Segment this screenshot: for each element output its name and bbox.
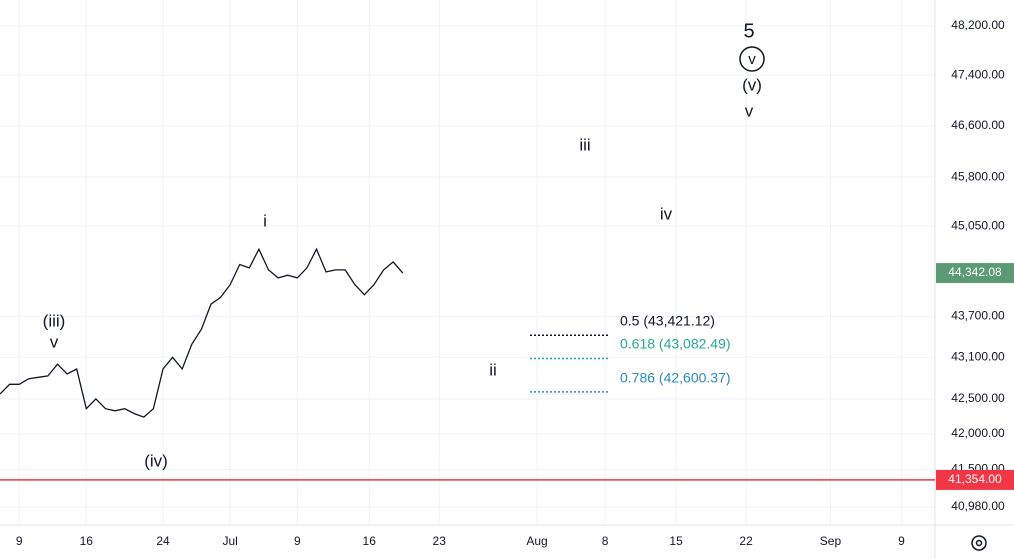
wave-label: (iv) bbox=[144, 451, 168, 470]
fib-label: 0.5 (43,421.12) bbox=[620, 313, 715, 329]
x-tick-label: Aug bbox=[526, 534, 547, 548]
x-tick-label: 9 bbox=[294, 534, 301, 548]
x-tick-label: Sep bbox=[820, 534, 842, 548]
grid bbox=[0, 0, 935, 525]
x-tick-label: 9 bbox=[898, 534, 905, 548]
price-line bbox=[0, 247, 404, 418]
last-price-marker bbox=[936, 263, 1014, 284]
x-tick-label: 22 bbox=[739, 534, 753, 548]
x-tick-label: 23 bbox=[433, 534, 447, 548]
wave-label: v bbox=[745, 101, 754, 120]
y-tick-label: 48,200.00 bbox=[951, 18, 1005, 32]
wave-label: v bbox=[50, 332, 59, 351]
x-tick-label: 9 bbox=[16, 534, 23, 548]
wave-label: iv bbox=[660, 204, 673, 223]
y-tick-label: 43,100.00 bbox=[951, 349, 1005, 363]
y-tick-label: 47,400.00 bbox=[951, 68, 1005, 82]
y-tick-label: 42,500.00 bbox=[951, 391, 1005, 405]
x-tick-label: 15 bbox=[669, 534, 683, 548]
settings-button[interactable] bbox=[971, 535, 987, 551]
y-tick-label: 42,000.00 bbox=[951, 426, 1005, 440]
wave-circle bbox=[739, 46, 765, 72]
y-tick-label: 40,980.00 bbox=[951, 499, 1005, 513]
last-price-label: 44,342.08 bbox=[948, 265, 1002, 279]
x-tick-label: 16 bbox=[80, 534, 94, 548]
x-tick-label: 8 bbox=[602, 534, 609, 548]
wave-label: (iii) bbox=[43, 311, 66, 330]
wave-label: v bbox=[748, 51, 756, 68]
y-tick-label: 45,050.00 bbox=[951, 218, 1005, 232]
settings-icon[interactable] bbox=[971, 535, 987, 551]
wave-label: 5 bbox=[743, 20, 754, 42]
settings-icon-core[interactable] bbox=[975, 539, 983, 547]
wave-label: ii bbox=[489, 360, 497, 379]
x-tick-label: Jul bbox=[222, 534, 237, 548]
wave-label: (v) bbox=[742, 75, 762, 94]
y-tick-label: 45,800.00 bbox=[951, 169, 1005, 183]
price-label-box bbox=[936, 469, 1014, 490]
x-tick-label: 24 bbox=[156, 534, 170, 548]
fib-label: 0.786 (42,600.37) bbox=[620, 370, 731, 386]
wave-label: iii bbox=[579, 135, 590, 154]
fib-label: 0.618 (43,082.49) bbox=[620, 336, 731, 352]
price-label: 41,354.00 bbox=[948, 472, 1002, 486]
y-tick-label: 46,600.00 bbox=[951, 118, 1005, 132]
wave-label: i bbox=[263, 211, 267, 230]
y-tick-label: 43,700.00 bbox=[951, 308, 1005, 322]
x-tick-label: 16 bbox=[363, 534, 377, 548]
